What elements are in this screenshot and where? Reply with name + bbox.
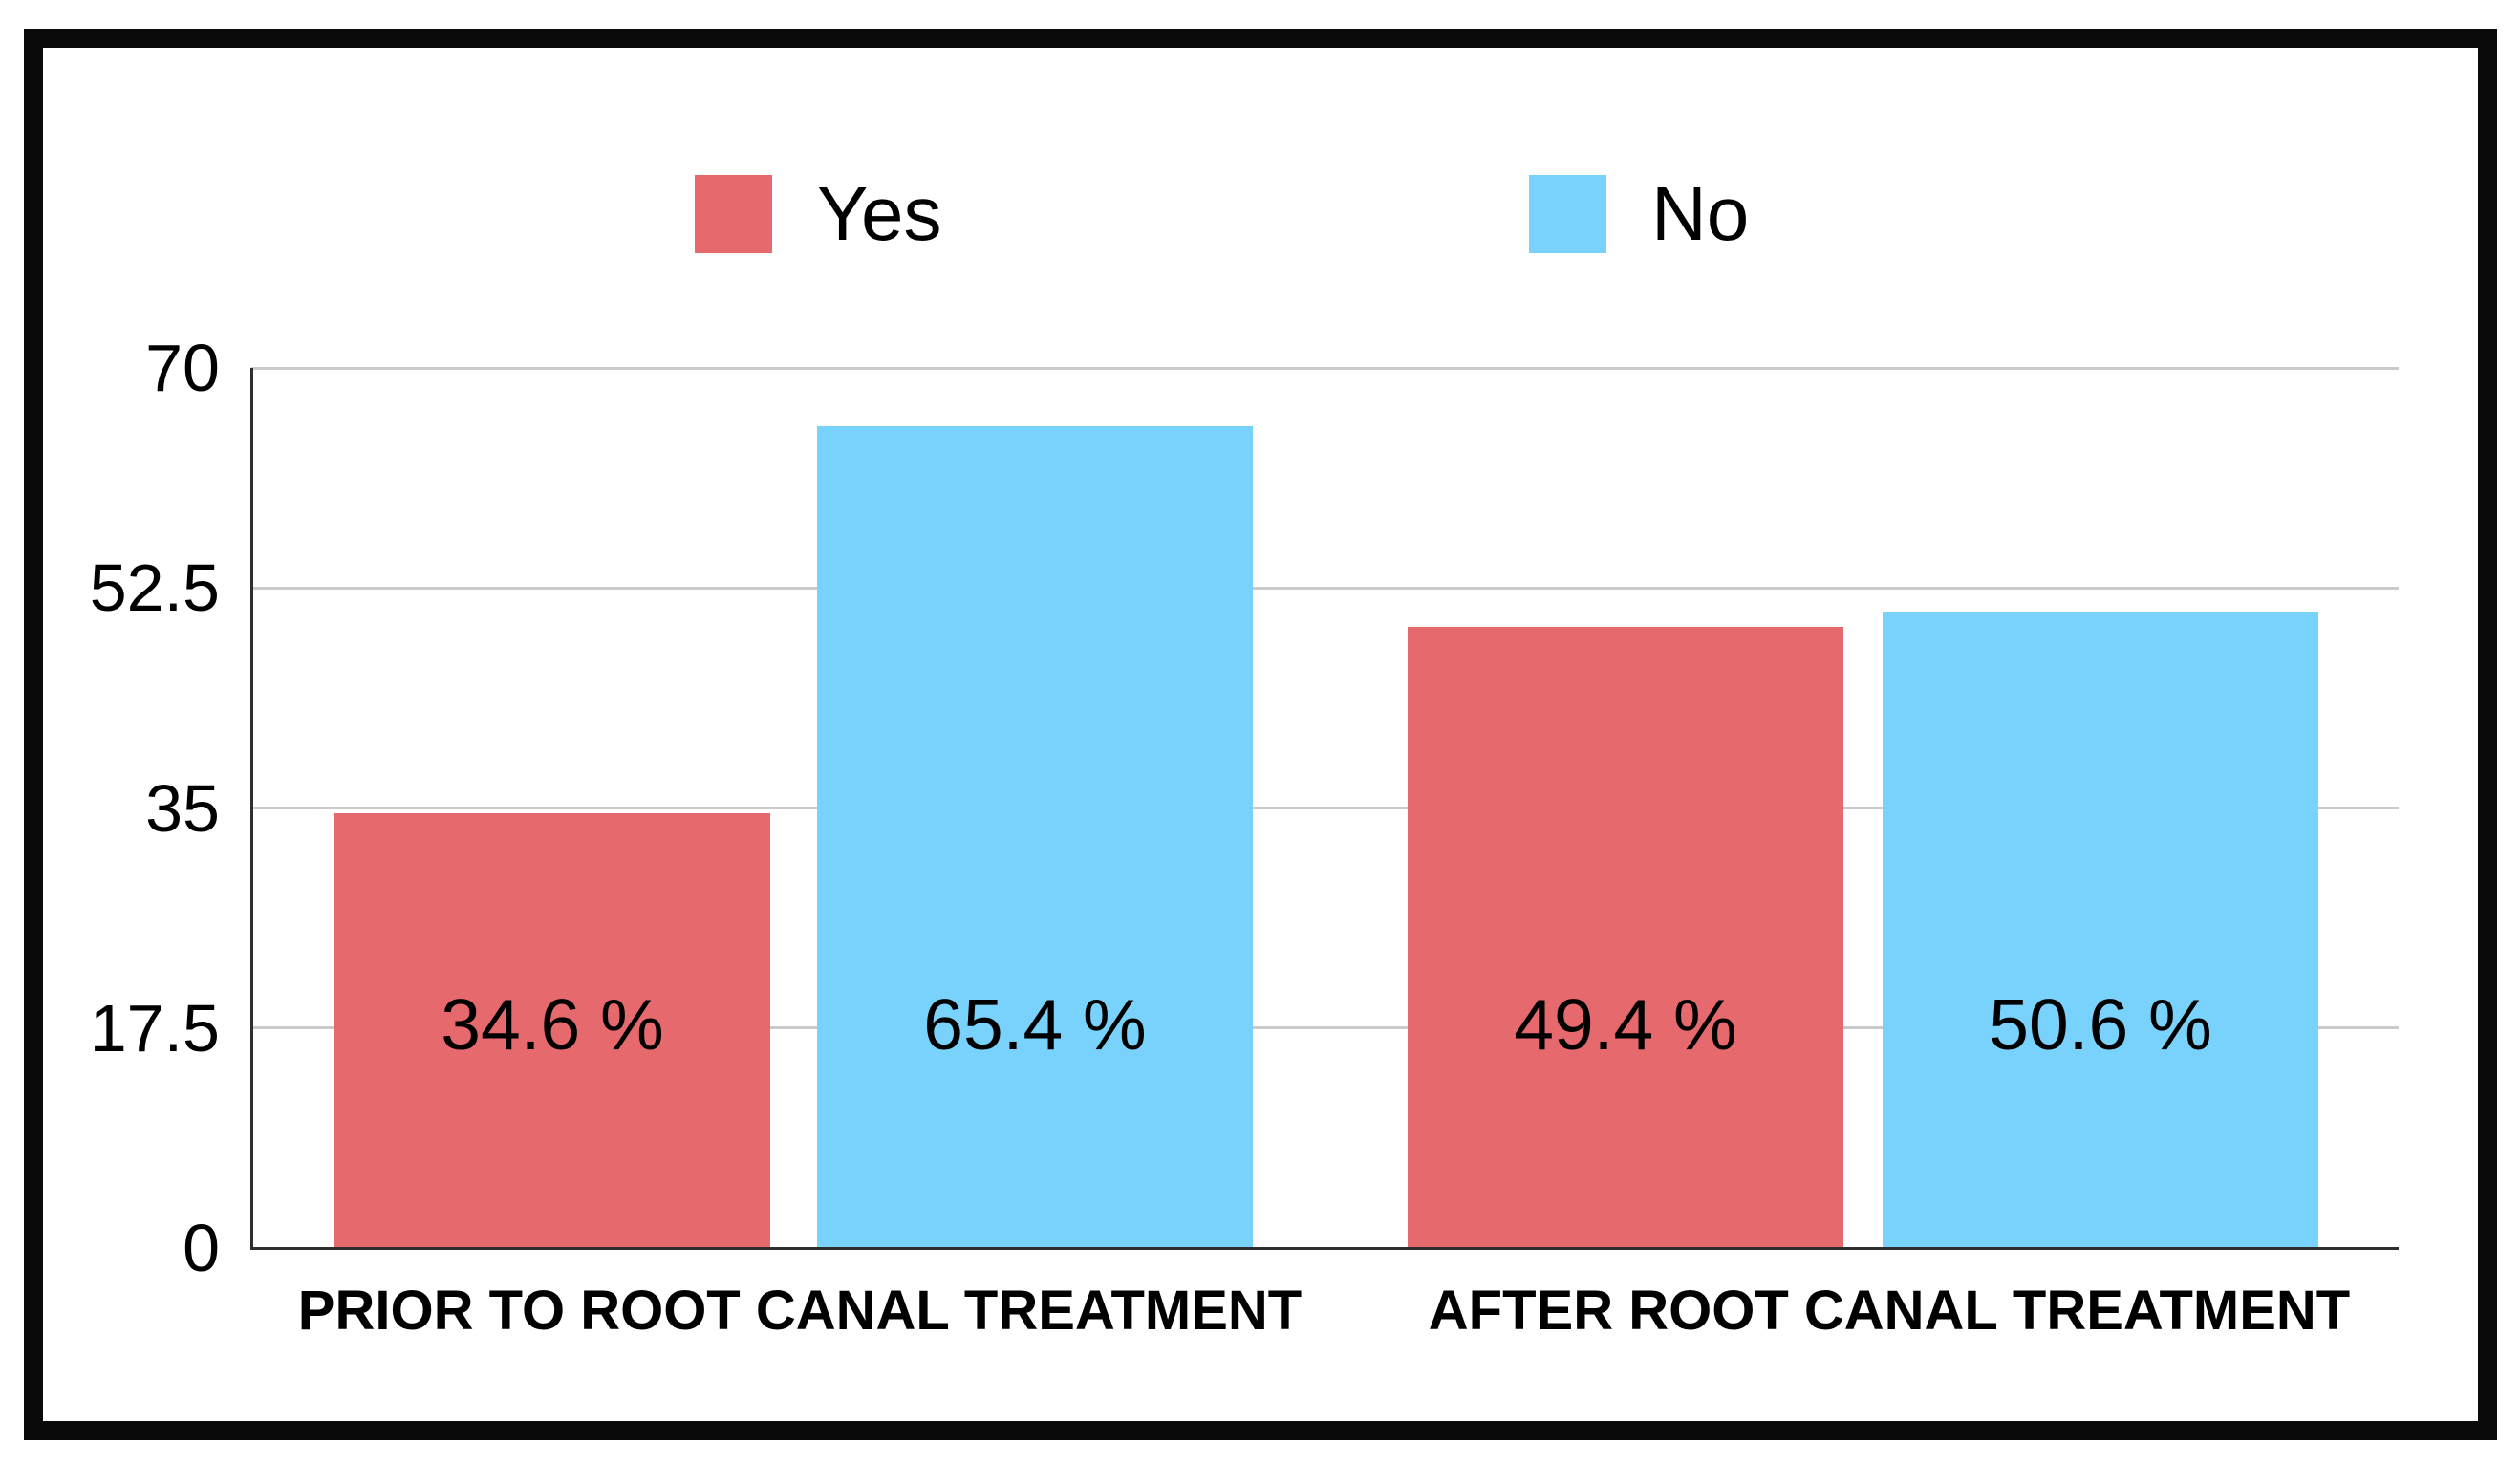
ytick-label-52.5: 52.5 (89, 550, 220, 626)
legend-item-no: No (1529, 175, 1749, 253)
ytick-label-0: 0 (183, 1211, 220, 1285)
legend-swatch-yes (695, 175, 772, 253)
ytick-label-70: 70 (145, 331, 220, 405)
legend-item-yes: Yes (695, 175, 942, 253)
bar-no-category-0 (817, 425, 1253, 1248)
bar-value-label-yes-category-0: 34.6 % (441, 984, 664, 1065)
bar-no-category-1 (1883, 612, 2318, 1248)
legend-swatch-no (1529, 175, 1606, 253)
bar-yes-category-1 (1408, 627, 1843, 1248)
legend-label-no: No (1651, 171, 1750, 256)
gridline-y-17.5 (251, 1026, 2399, 1030)
category-label-1: AFTER ROOT CANAL TREATMENT (1428, 1280, 2351, 1342)
y-axis-line (249, 368, 253, 1250)
legend-label-yes: Yes (817, 171, 942, 256)
gridline-y-35 (251, 807, 2399, 809)
bar-value-label-no-category-0: 65.4 % (923, 984, 1147, 1065)
ytick-label-35: 35 (145, 770, 220, 846)
category-label-0: PRIOR TO ROOT CANAL TREATMENT (297, 1280, 1303, 1342)
bar-value-label-yes-category-1: 49.4 % (1514, 984, 1737, 1065)
bar-value-label-no-category-1: 50.6 % (1989, 984, 2212, 1065)
gridline-y-52.5 (251, 586, 2399, 590)
ytick-label-17.5: 17.5 (89, 990, 220, 1066)
bar-yes-category-0 (334, 812, 770, 1248)
gridline-y-70 (251, 366, 2399, 370)
x-axis-baseline (251, 1246, 2399, 1250)
